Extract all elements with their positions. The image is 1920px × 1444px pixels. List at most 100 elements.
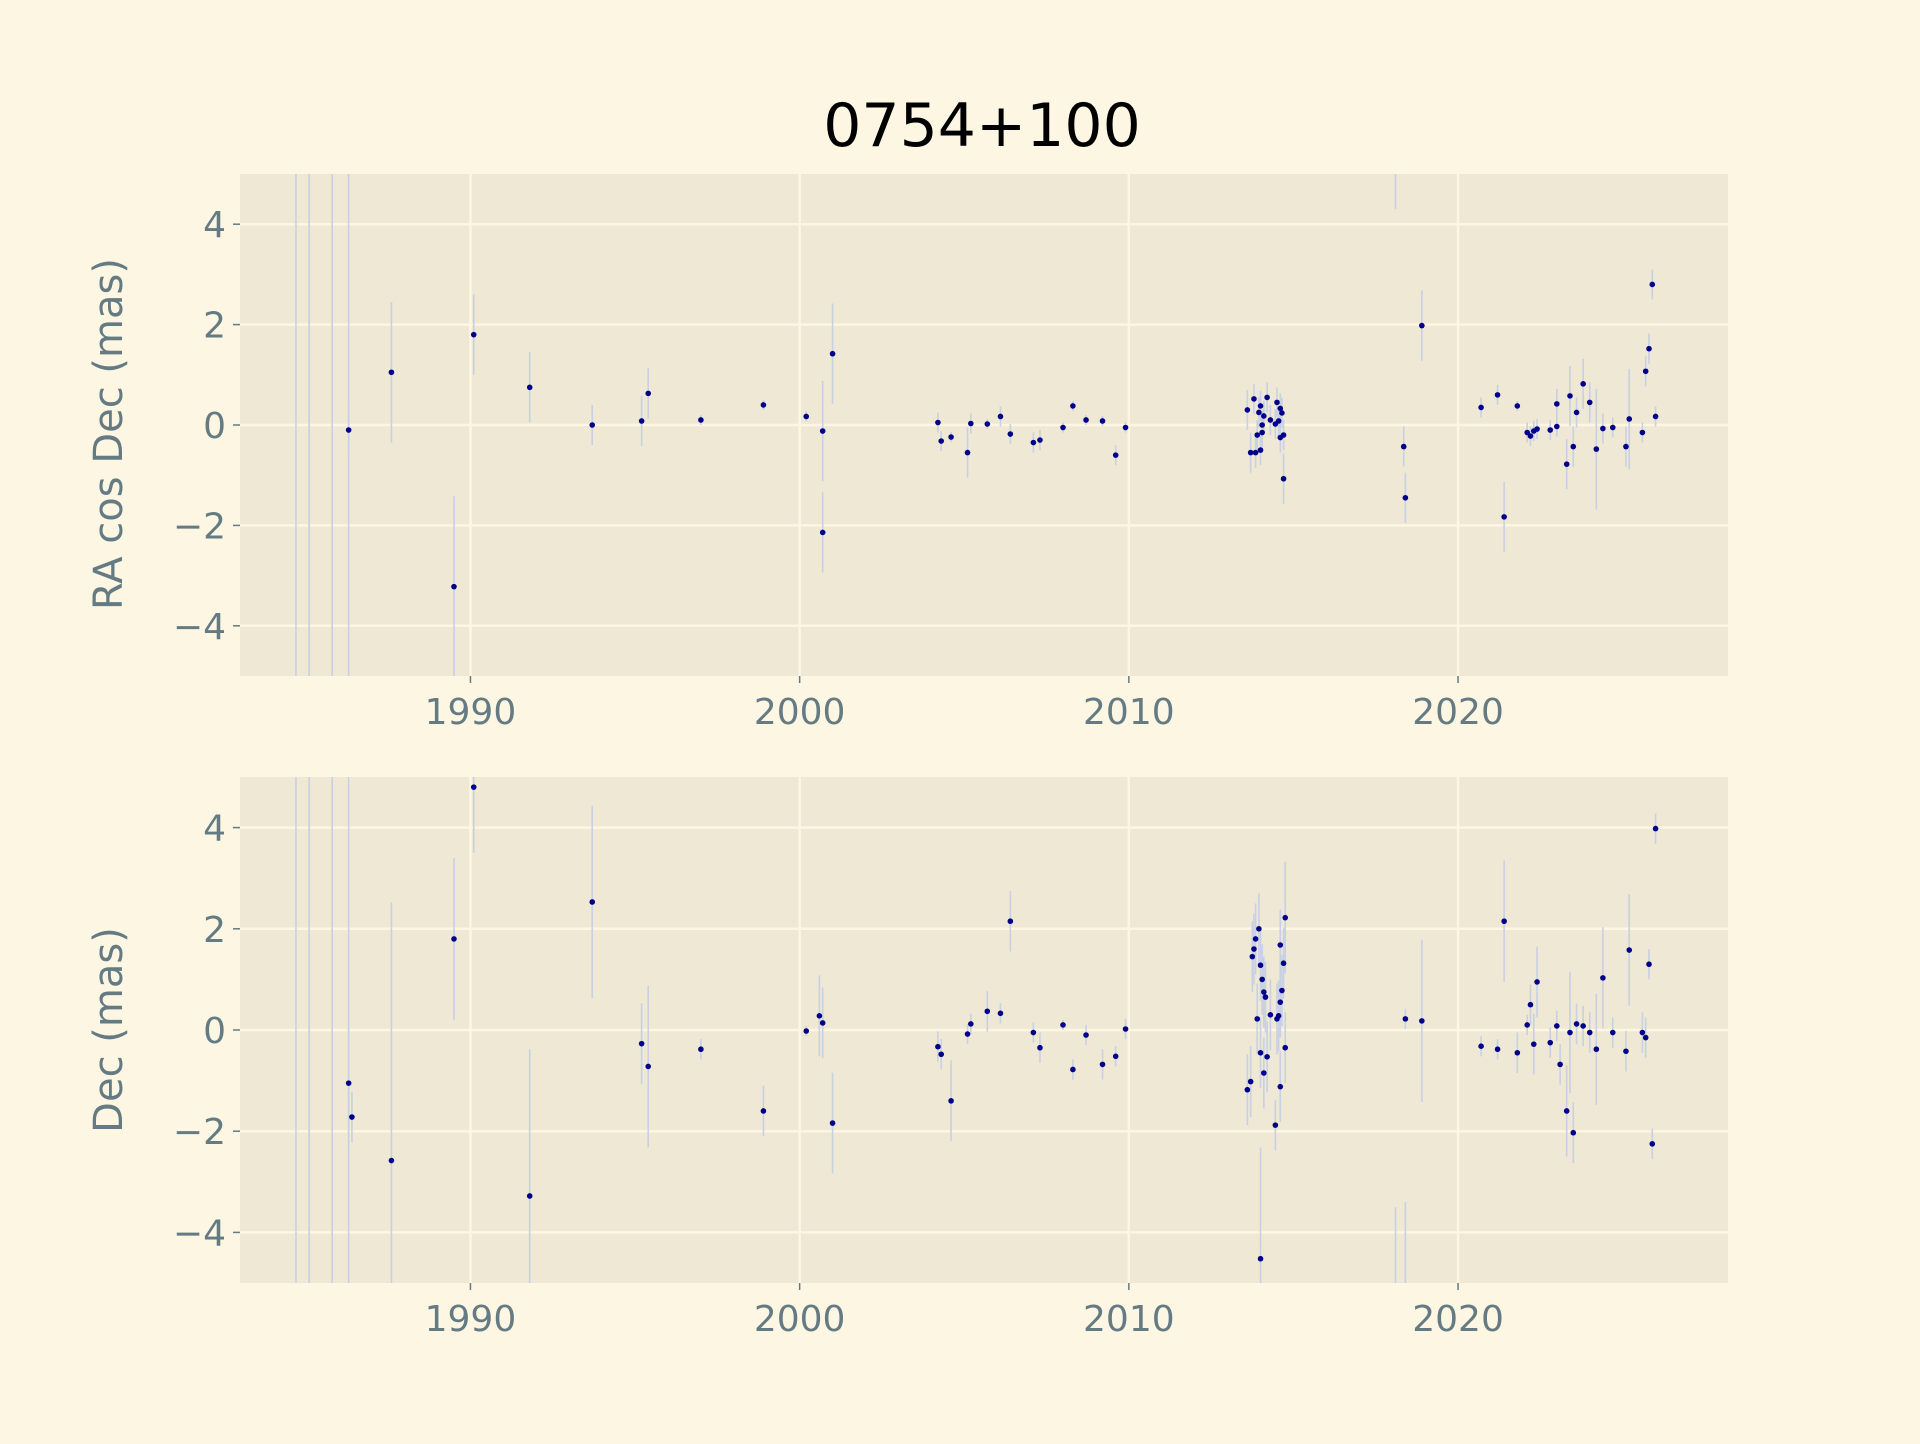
data-point [1244,407,1251,413]
data-point [1261,1070,1267,1076]
data-point [638,1040,645,1047]
data-point [1070,403,1076,409]
x-tick-label: 2010 [1083,692,1175,733]
data-point [829,350,836,357]
data-point [1257,1049,1264,1056]
data-point [1007,918,1014,925]
data-point [1554,423,1560,430]
data-point [1402,1016,1409,1022]
chart-title: 0754+100 [823,91,1141,161]
data-point [819,428,826,434]
data-point [1070,1066,1076,1073]
x-tick-label: 2000 [754,692,846,733]
data-point [1623,1048,1629,1055]
data-point [1642,1034,1649,1041]
data-point [1251,946,1257,952]
data-point [938,438,945,444]
data-point [1267,1012,1274,1018]
data-point [760,402,767,408]
data-point [388,1157,395,1164]
data-point [1567,1029,1573,1036]
data-point [1547,1039,1554,1046]
data-point [645,390,652,397]
y-tick-label: 2 [203,910,226,951]
data-point [1593,1046,1600,1053]
data-point [1494,1046,1501,1053]
data-point [1122,424,1129,431]
data-point [1514,1049,1521,1056]
data-point [1122,1026,1129,1032]
data-point [1524,1022,1530,1028]
data-point [1646,345,1652,352]
data-point [1478,1043,1484,1049]
data-point [1554,401,1560,407]
panel-top: 1990 2000 2010 2020 4 2 0 −2 −4 [173,174,1728,733]
data-point [1099,418,1106,424]
data-point [1652,413,1659,420]
data-point [819,529,826,536]
data-point [1030,1029,1037,1036]
data-point [1573,1021,1580,1027]
data-point [1652,825,1659,832]
data-point [1030,439,1037,446]
data-point [451,936,457,942]
panel-bottom-ylabel: Dec (mas) [86,927,132,1133]
data-point [968,420,974,427]
data-point [997,413,1004,420]
data-point [1570,1129,1577,1136]
data-point [819,1020,826,1026]
panel-bottom: 1990 2000 2010 2020 4 2 0 −2 −4 [173,777,1728,1340]
data-point [1400,443,1407,450]
data-point [1249,953,1256,960]
data-point [1277,942,1284,948]
data-point [470,331,477,338]
data-point [1567,393,1573,399]
data-point [1262,994,1269,1000]
data-point [1279,410,1285,416]
data-point [1257,1255,1264,1262]
data-point [1626,416,1633,422]
data-point [1257,447,1264,453]
data-point [1557,1061,1563,1068]
data-point [1060,424,1066,431]
data-point [645,1063,652,1070]
data-point [1112,1053,1119,1060]
data-point [816,1013,823,1019]
data-point [526,384,533,391]
y-tick-label: 0 [203,1011,226,1052]
y-tick-label: −4 [173,607,226,648]
data-point [1274,399,1280,406]
panel-top-ylabel: RA cos Dec (mas) [86,258,132,610]
y-tick-label: −2 [173,1112,226,1153]
data-point [1280,432,1287,438]
data-point [1478,404,1484,411]
data-point [1083,1032,1089,1038]
data-point [968,1021,974,1027]
data-point [1256,926,1262,932]
data-point [1494,392,1501,398]
data-point [1419,322,1425,329]
data-point [1259,422,1265,428]
data-point [803,413,810,420]
data-point [1646,961,1652,968]
data-point [1623,443,1629,450]
data-point [803,1028,810,1034]
data-point [964,449,971,456]
data-point [1402,494,1409,501]
data-point [345,427,352,433]
data-point [1252,449,1259,456]
data-point [1580,1023,1586,1029]
data-point [1534,979,1540,985]
data-point [1247,1078,1254,1085]
data-point [1256,409,1262,416]
data-point [1244,1086,1251,1093]
data-point [997,1010,1004,1017]
y-tick-label: 4 [203,809,226,850]
y-tick-label: 0 [203,406,226,447]
x-tick-label: 2020 [1412,1299,1504,1340]
data-point [451,583,457,590]
data-point [1626,947,1633,953]
data-point [1593,446,1600,452]
y-tick-label: −2 [173,506,226,547]
